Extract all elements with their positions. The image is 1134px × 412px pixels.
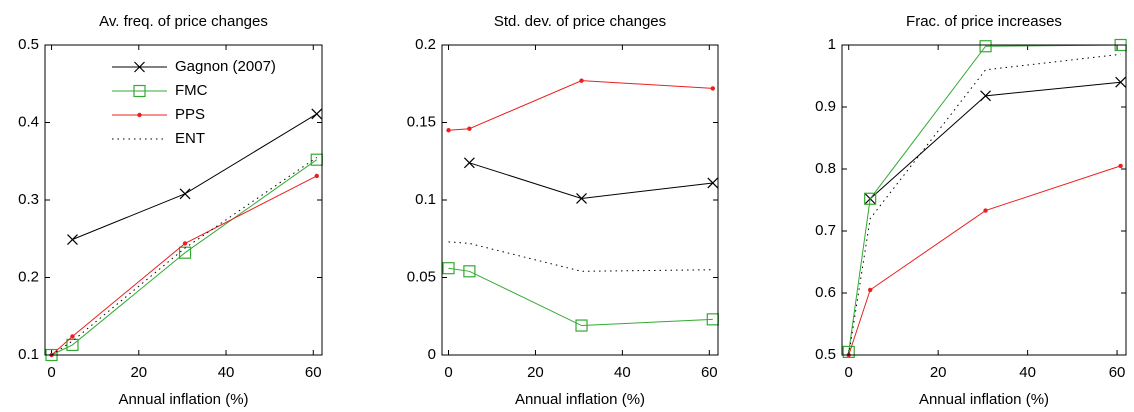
y-tick-label: 0.15 (407, 113, 436, 130)
y-tick-label: 0.4 (18, 113, 39, 130)
x-tick-label: 0 (47, 364, 55, 381)
x-tick-label: 60 (1109, 364, 1126, 381)
x-axis-label: Annual inflation (%) (515, 391, 645, 408)
marker-dot (446, 128, 451, 133)
x-tick-label: 20 (130, 364, 147, 381)
y-tick-label: 0.5 (815, 346, 836, 363)
y-tick-label: 0.05 (407, 268, 436, 285)
marker-dot (467, 126, 472, 131)
panel: Frac. of price increases Annual inflation… (815, 13, 1127, 408)
marker-dot (983, 208, 988, 213)
marker-dot (1118, 163, 1123, 169)
y-tick-label: 0.3 (18, 191, 39, 208)
x-axis-label: Annual inflation (%) (919, 391, 1049, 408)
y-tick-label: 1 (828, 36, 836, 53)
plot-area (842, 38, 1127, 358)
marker-square (66, 338, 79, 352)
x-tick-label: 40 (218, 364, 235, 381)
x-tick-label: 0 (845, 364, 853, 381)
marker-x (576, 193, 587, 204)
chart-title: Std. dev. of price changes (494, 13, 666, 30)
marker-x (67, 234, 78, 245)
panel: Std. dev. of price changes Annual inflati… (407, 13, 719, 408)
y-tick-label: 0.9 (815, 98, 836, 115)
marker-dot (710, 86, 715, 91)
y-tick-label: 0 (428, 346, 436, 363)
series-line (51, 175, 317, 356)
series-line (469, 162, 713, 199)
axes-frame (44, 44, 323, 356)
series-line (448, 80, 713, 131)
x-tick-label: 20 (930, 364, 947, 381)
y-tick-label: 0.1 (415, 191, 436, 208)
marker-square (178, 246, 192, 259)
y-tick-label: 0.5 (18, 36, 39, 53)
legend-label: ENT (175, 130, 205, 147)
plot-area (45, 108, 323, 362)
series-line (848, 165, 1121, 356)
marker-x (134, 61, 145, 73)
legend-label: Gagnon (2007) (175, 58, 276, 75)
x-tick-label: 60 (305, 364, 322, 381)
series-line (869, 81, 1121, 200)
legend-label: PPS (175, 106, 205, 123)
panel: Av. freq. of price changes Annual inflati… (18, 13, 323, 408)
marker-x (311, 108, 323, 120)
y-tick-label: 0.2 (18, 268, 39, 285)
series-line (51, 156, 318, 356)
marker-square (575, 319, 588, 332)
axes-frame (841, 44, 1127, 356)
x-axis-label: Annual inflation (%) (118, 391, 248, 408)
marker-dot (314, 173, 319, 179)
chart-title: Av. freq. of price changes (99, 13, 268, 30)
chart-title: Frac. of price increases (906, 13, 1062, 30)
marker-dot (182, 241, 188, 246)
marker-dot (70, 334, 75, 339)
y-tick-label: 0.2 (415, 36, 436, 53)
y-tick-label: 0.8 (815, 160, 836, 177)
marker-square (842, 345, 855, 358)
x-tick-label: 0 (444, 364, 452, 381)
marker-square (133, 84, 146, 98)
marker-dot (137, 112, 142, 118)
marker-x (179, 188, 191, 200)
axes-frame (441, 44, 719, 356)
series-line (448, 267, 713, 327)
y-tick-label: 0.6 (815, 284, 836, 301)
legend-label: FMC (175, 82, 208, 99)
series-line (848, 53, 1121, 356)
marker-dot (867, 287, 873, 293)
x-tick-label: 40 (1019, 364, 1036, 381)
marker-x (1115, 76, 1127, 88)
plot-area (442, 78, 719, 332)
marker-square (979, 40, 992, 53)
series-line (848, 44, 1121, 352)
marker-square (442, 262, 455, 275)
x-tick-label: 60 (701, 364, 718, 381)
marker-square (463, 265, 476, 278)
marker-square (864, 192, 877, 205)
y-tick-label: 0.7 (815, 222, 836, 239)
marker-x (707, 177, 719, 189)
x-tick-label: 20 (527, 364, 544, 381)
x-tick-label: 40 (614, 364, 631, 381)
marker-dot (579, 78, 584, 83)
y-tick-label: 0.1 (18, 346, 39, 363)
marker-x (463, 157, 475, 169)
marker-x (980, 90, 991, 102)
series-line (448, 241, 713, 272)
series-line (51, 159, 318, 356)
